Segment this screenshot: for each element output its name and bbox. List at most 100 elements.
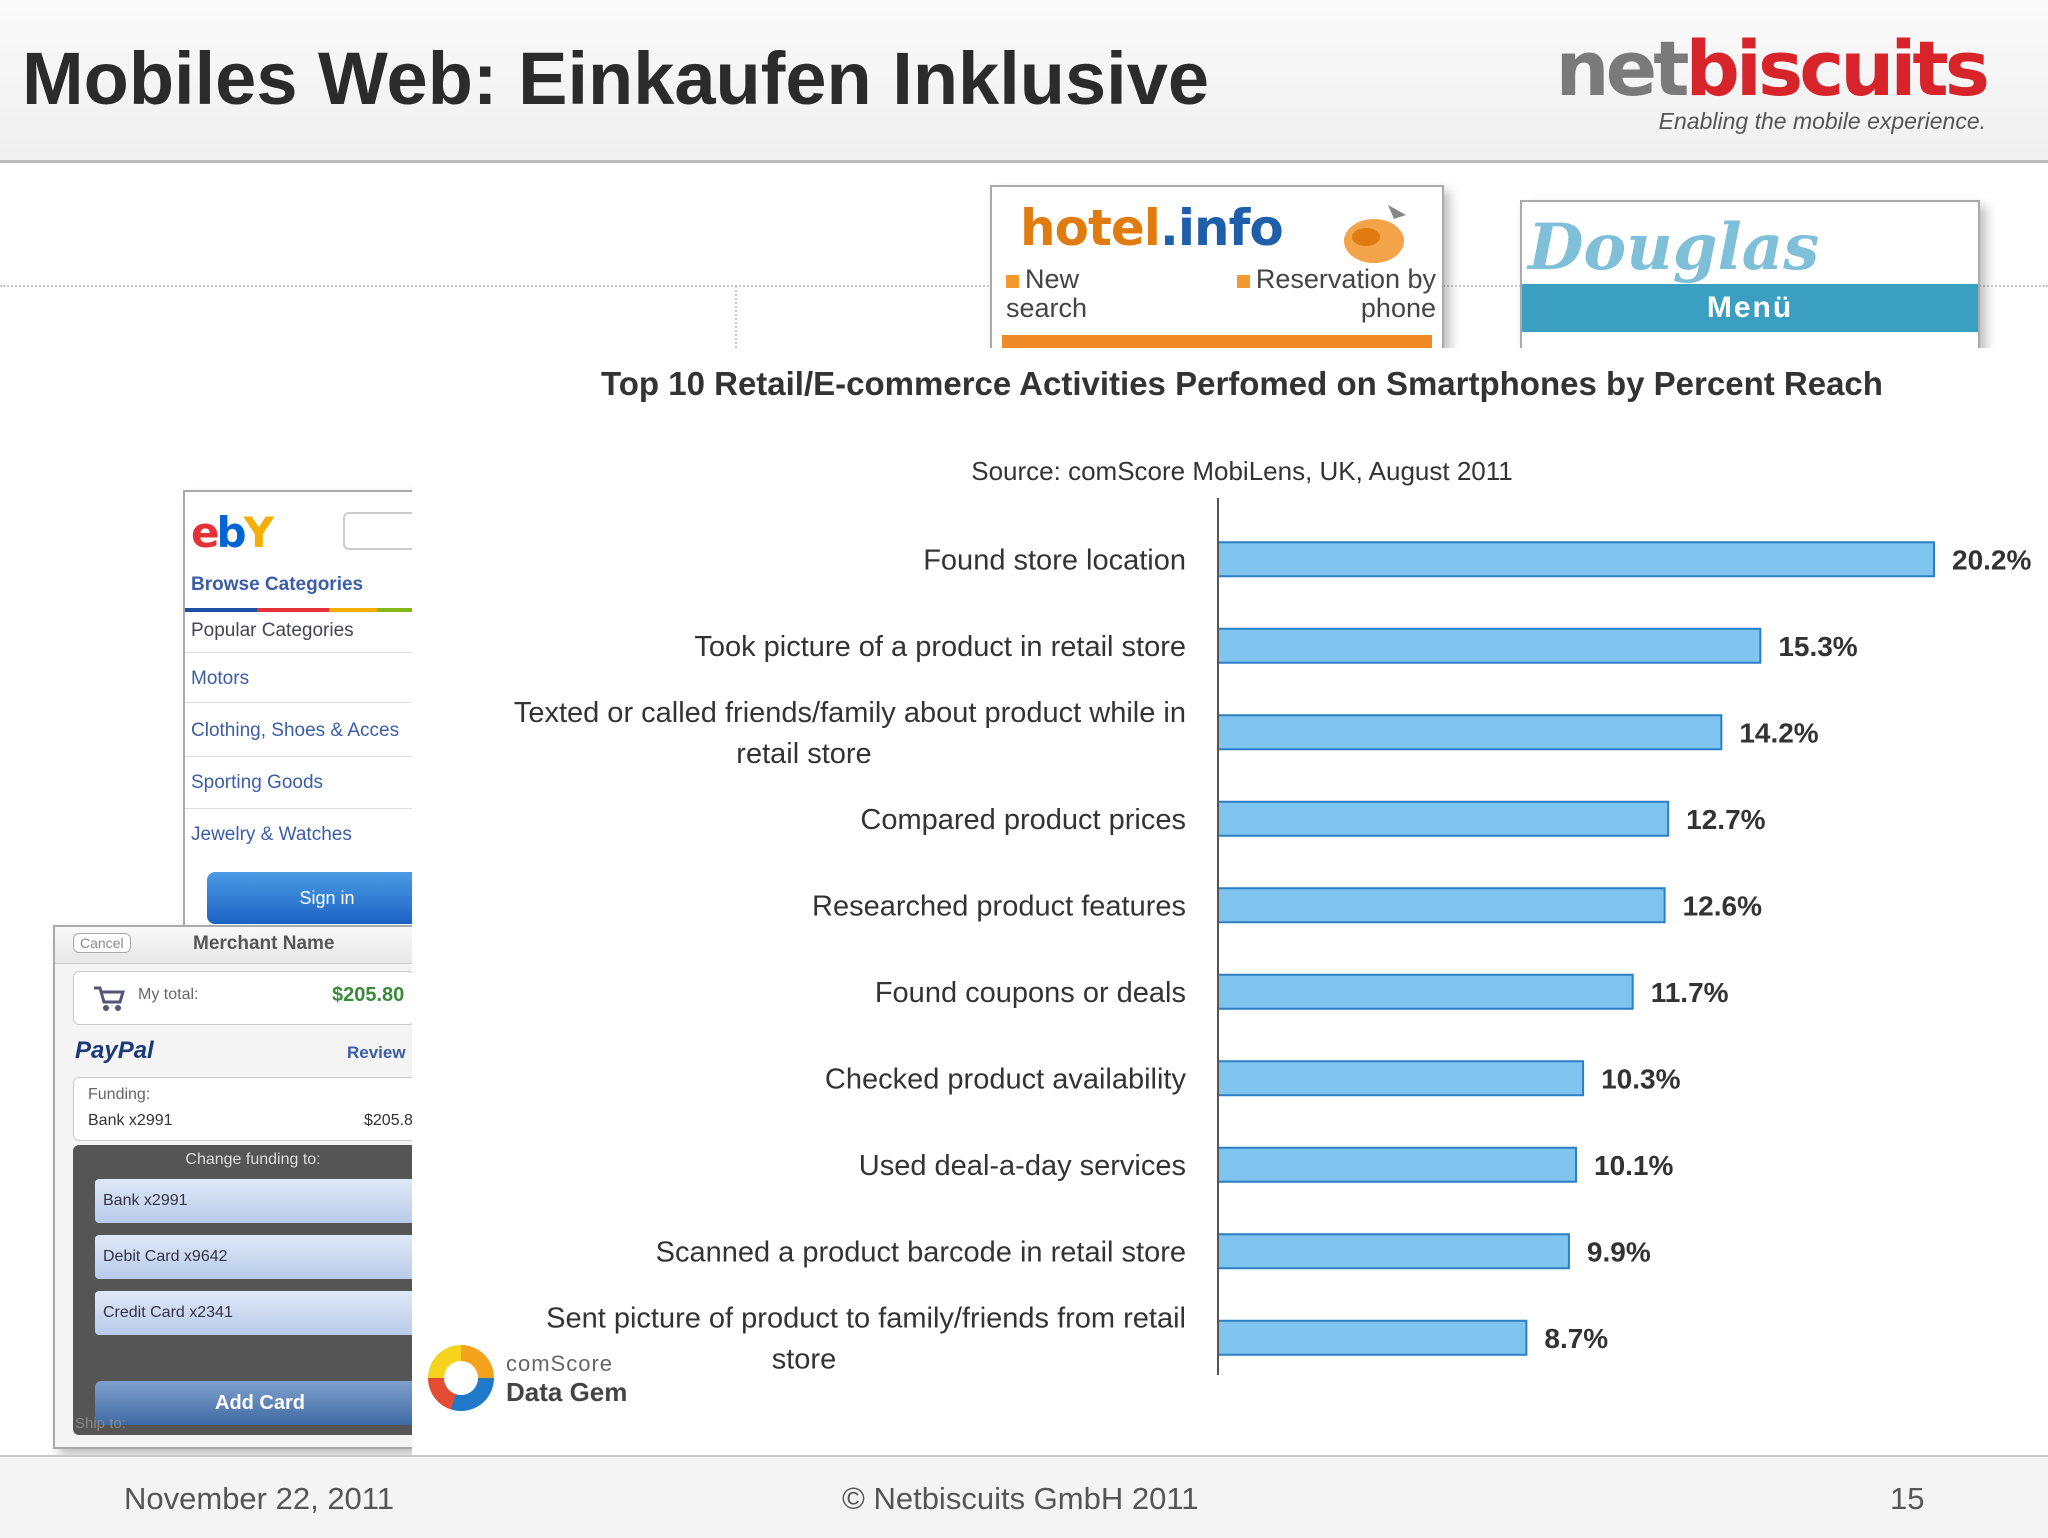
hotel-info-screenshot: hotel.info New search Reservation by phone <box>990 185 1444 351</box>
logo-text-net: net <box>1555 24 1690 113</box>
bar-6 <box>1217 973 1634 1010</box>
divider <box>185 808 425 809</box>
category-label-4: Compared product prices <box>860 804 1186 836</box>
square-icon <box>1236 275 1250 288</box>
value-label-6: 11.7% <box>1651 977 1729 1008</box>
value-label-1: 20.2% <box>1952 544 2031 575</box>
category-label-1: Found store location <box>923 544 1186 576</box>
douglas-menu-button[interactable]: Menü <box>1522 284 1978 332</box>
globe-icon <box>1344 205 1406 263</box>
ship-to-label: Ship to: <box>75 1415 126 1432</box>
slide-footer: November 22, 2011 © Netbiscuits GmbH 201… <box>0 1455 2048 1538</box>
netbiscuits-logo: netbiscuits Enabling the mobile experien… <box>1555 24 1990 135</box>
logo-text-biscuits: biscuits <box>1685 24 1990 113</box>
ebay-color-stripe <box>185 608 425 612</box>
slide-title: Mobiles Web: Einkaufen Inklusive <box>22 37 1209 120</box>
value-label-10: 8.7% <box>1544 1323 1608 1354</box>
category-label-7: Checked product availability <box>825 1063 1187 1095</box>
category-label-3-line2: retail store <box>736 738 871 770</box>
funding-option-credit[interactable]: Credit Card x2341 <box>95 1291 425 1335</box>
new-search-line2: search <box>1006 293 1088 323</box>
bar-8 <box>1217 1146 1577 1183</box>
reservation-line1: Reservation by <box>1255 264 1436 294</box>
review-link[interactable]: Review <box>347 1043 406 1062</box>
funding-amount: $205.8 <box>364 1112 413 1129</box>
category-label-8: Used deal-a-day services <box>859 1150 1186 1182</box>
chart-panel: Top 10 Retail/E-commerce Activities Perf… <box>412 348 2048 1456</box>
reservation-link[interactable]: Reservation by phone <box>1236 264 1436 323</box>
square-icon <box>1006 275 1019 288</box>
category-label-2: Took picture of a product in retail stor… <box>694 631 1186 663</box>
paypal-topbar: Cancel Merchant Name <box>55 927 435 964</box>
ebay-category-motors[interactable]: Motors <box>191 668 250 689</box>
douglas-logo: Douglas <box>1528 210 1820 285</box>
reservation-line2: phone <box>1360 293 1436 323</box>
merchant-name: Merchant Name <box>193 933 335 954</box>
add-card-button[interactable]: Add Card <box>95 1381 425 1425</box>
ebay-category-sporting[interactable]: Sporting Goods <box>191 772 324 793</box>
bar-7 <box>1217 1060 1585 1097</box>
douglas-screenshot: Douglas Menü <box>1520 200 1980 364</box>
footer-copyright: © Netbiscuits GmbH 2011 <box>842 1481 1199 1516</box>
slide-header: Mobiles Web: Einkaufen Inklusive netbisc… <box>0 0 2048 163</box>
chart-title: Top 10 Retail/E-commerce Activities Perf… <box>412 358 2048 409</box>
ebay-category-clothing[interactable]: Clothing, Shoes & Acces <box>191 720 400 741</box>
total-label: My total: <box>138 986 199 1003</box>
value-label-5: 12.6% <box>1683 890 1762 921</box>
ebay-search-input[interactable] <box>343 512 425 550</box>
value-label-3: 14.2% <box>1739 717 1818 748</box>
ebay-category-jewelry[interactable]: Jewelry & Watches <box>191 824 352 845</box>
bar-3 <box>1217 714 1723 751</box>
category-label-6: Found coupons or deals <box>875 977 1186 1009</box>
value-label-9: 9.9% <box>1587 1236 1651 1267</box>
footer-page-number: 15 <box>1890 1481 1925 1516</box>
divider <box>185 652 425 653</box>
hotel-logo-domain: .info <box>1159 199 1284 257</box>
ebay-logo: ebY <box>191 508 274 557</box>
total-box: My total: $205.80 <box>73 971 415 1025</box>
logo-tagline: Enabling the mobile experience. <box>1658 108 1986 134</box>
value-label-4: 12.7% <box>1686 804 1765 835</box>
browse-categories-link[interactable]: Browse Categories <box>191 574 364 595</box>
funding-box: Funding: Bank x2991 $205.8 <box>73 1077 435 1141</box>
bar-10 <box>1217 1319 1528 1356</box>
bar-chart: 20.2% Found store location 15.3% Took pictu… <box>514 498 2031 1375</box>
category-label-3-line1: Texted or called friends/family about pr… <box>514 697 1186 729</box>
chart-source: Source: comScore MobiLens, UK, August 20… <box>971 456 1513 486</box>
total-value: $205.80 <box>332 984 405 1006</box>
bar-1 <box>1217 541 1935 578</box>
divider <box>185 756 425 757</box>
paypal-logo: PayPal <box>75 1037 154 1064</box>
category-label-10-line1: Sent picture of product to family/friend… <box>546 1302 1186 1334</box>
hotel-orange-bar <box>1002 335 1432 349</box>
bar-5 <box>1217 887 1666 924</box>
new-search-line1: New <box>1025 264 1080 294</box>
hotel-logo-text: hotel <box>1020 199 1161 257</box>
funding-option-debit[interactable]: Debit Card x9642 <box>95 1235 425 1279</box>
category-label-5: Researched product features <box>812 890 1186 922</box>
funding-label: Funding: <box>88 1086 151 1103</box>
value-label-7: 10.3% <box>1601 1063 1680 1094</box>
popular-categories-heading: Popular Categories <box>191 620 354 641</box>
comscore-icon <box>428 1345 494 1411</box>
funding-option-bank[interactable]: Bank x2991 <box>95 1179 425 1223</box>
new-search-link[interactable]: New search <box>1006 265 1087 323</box>
cart-icon <box>94 986 126 1011</box>
cancel-button[interactable]: Cancel <box>73 933 131 953</box>
bar-2 <box>1217 627 1762 664</box>
divider <box>185 702 425 703</box>
paypal-screenshot: Cancel Merchant Name My total: $205.80 P… <box>53 925 437 1449</box>
ebay-screenshot: ebY Browse Categories Popular Categories… <box>183 490 427 964</box>
chart-title-text: Top 10 Retail/E-commerce Activities Perf… <box>601 365 1883 402</box>
category-label-10-line2: store <box>772 1343 836 1375</box>
footer-date: November 22, 2011 <box>124 1481 394 1516</box>
dotted-divider-vertical <box>735 286 737 356</box>
hotel-info-logo: hotel.info <box>1020 199 1284 257</box>
value-label-8: 10.1% <box>1594 1150 1673 1181</box>
comscore-product: Data Gem <box>506 1377 628 1407</box>
comscore-data-gem-logo: comScore Data Gem <box>428 1345 658 1415</box>
sign-in-button[interactable]: Sign in <box>207 872 425 924</box>
change-funding-panel: Change funding to: Bank x2991 Debit Card… <box>73 1145 433 1435</box>
category-label-9: Scanned a product barcode in retail stor… <box>656 1236 1186 1268</box>
funding-source: Bank x2991 <box>88 1112 173 1129</box>
